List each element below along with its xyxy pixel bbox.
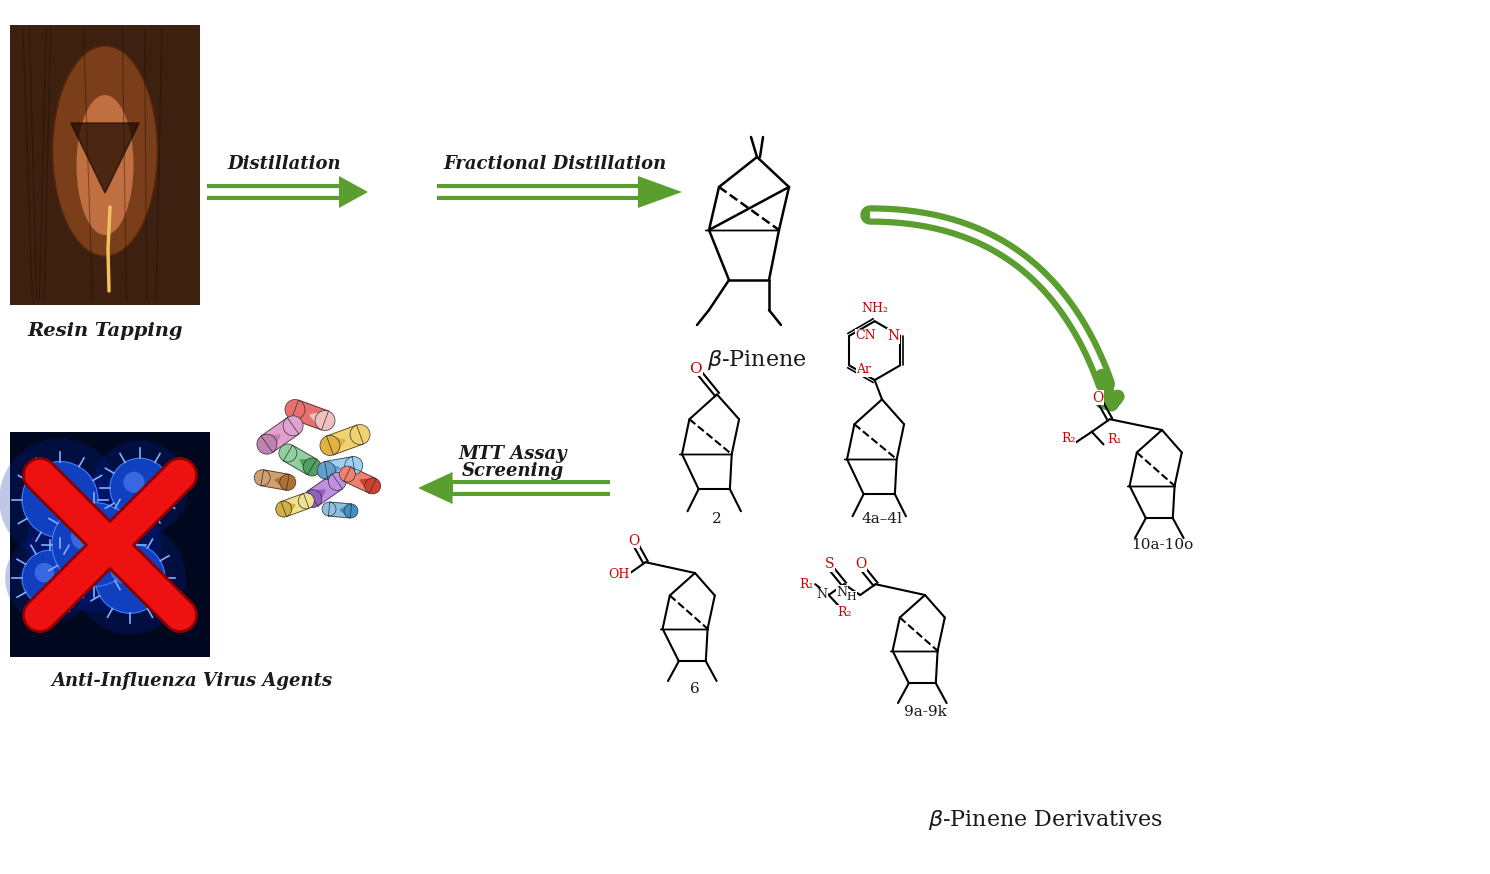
Polygon shape bbox=[276, 475, 289, 490]
Circle shape bbox=[110, 559, 136, 584]
Circle shape bbox=[92, 440, 188, 537]
Polygon shape bbox=[326, 436, 346, 454]
Text: R₁: R₁ bbox=[799, 578, 814, 591]
Circle shape bbox=[95, 544, 165, 614]
Circle shape bbox=[39, 479, 66, 505]
Ellipse shape bbox=[344, 504, 358, 518]
Ellipse shape bbox=[317, 461, 335, 480]
Polygon shape bbox=[307, 490, 325, 506]
Circle shape bbox=[22, 551, 77, 607]
Text: R₁: R₁ bbox=[1107, 434, 1122, 447]
Text: OH: OH bbox=[609, 568, 630, 581]
FancyArrow shape bbox=[419, 472, 609, 504]
Ellipse shape bbox=[283, 416, 302, 436]
Text: NH₂: NH₂ bbox=[861, 302, 888, 315]
Circle shape bbox=[110, 458, 170, 518]
Ellipse shape bbox=[276, 501, 292, 517]
Text: O: O bbox=[1092, 391, 1104, 405]
Ellipse shape bbox=[322, 502, 337, 516]
Circle shape bbox=[4, 533, 95, 623]
Polygon shape bbox=[310, 411, 328, 430]
Text: Screening: Screening bbox=[462, 462, 565, 480]
Ellipse shape bbox=[328, 472, 346, 490]
Polygon shape bbox=[326, 425, 364, 454]
Ellipse shape bbox=[320, 435, 340, 455]
Ellipse shape bbox=[350, 425, 370, 445]
Circle shape bbox=[0, 439, 121, 560]
Text: S: S bbox=[825, 558, 834, 572]
Polygon shape bbox=[282, 502, 295, 517]
FancyBboxPatch shape bbox=[10, 432, 210, 657]
Text: N: N bbox=[888, 329, 900, 343]
Text: Fractional Distillation: Fractional Distillation bbox=[444, 155, 666, 173]
Ellipse shape bbox=[280, 475, 297, 490]
Polygon shape bbox=[340, 504, 352, 518]
Circle shape bbox=[72, 522, 100, 551]
Ellipse shape bbox=[279, 444, 297, 462]
Ellipse shape bbox=[256, 434, 277, 454]
Polygon shape bbox=[325, 457, 355, 479]
Circle shape bbox=[74, 523, 186, 635]
Ellipse shape bbox=[340, 466, 355, 482]
Text: Ar: Ar bbox=[857, 364, 872, 377]
Ellipse shape bbox=[314, 411, 335, 431]
Polygon shape bbox=[292, 400, 328, 430]
Polygon shape bbox=[282, 494, 308, 517]
Circle shape bbox=[34, 563, 54, 582]
Text: N: N bbox=[837, 586, 848, 599]
Text: 6: 6 bbox=[690, 682, 700, 696]
Text: $\mathit{\beta}$-Pinene: $\mathit{\beta}$-Pinene bbox=[708, 348, 806, 372]
Ellipse shape bbox=[344, 456, 362, 475]
Text: MTT Assay: MTT Assay bbox=[459, 445, 568, 463]
Ellipse shape bbox=[302, 458, 322, 476]
Text: $\mathit{\beta}$-Pinene Derivatives: $\mathit{\beta}$-Pinene Derivatives bbox=[928, 808, 1162, 832]
Ellipse shape bbox=[52, 46, 158, 256]
Text: 9a-9k: 9a-9k bbox=[903, 705, 946, 719]
Ellipse shape bbox=[298, 493, 314, 509]
Text: N: N bbox=[817, 588, 827, 601]
Circle shape bbox=[52, 503, 136, 586]
Text: 4a–4l: 4a–4l bbox=[861, 512, 903, 526]
Text: O: O bbox=[855, 558, 867, 572]
Polygon shape bbox=[72, 123, 139, 193]
Text: Resin Tapping: Resin Tapping bbox=[27, 322, 183, 340]
Polygon shape bbox=[261, 470, 289, 490]
Circle shape bbox=[22, 461, 98, 538]
Circle shape bbox=[124, 472, 145, 493]
Text: CN: CN bbox=[855, 329, 876, 343]
Polygon shape bbox=[307, 474, 343, 506]
Circle shape bbox=[27, 477, 161, 612]
Ellipse shape bbox=[365, 478, 380, 494]
Polygon shape bbox=[361, 479, 375, 493]
Polygon shape bbox=[344, 467, 375, 493]
Polygon shape bbox=[261, 435, 280, 453]
FancyArrow shape bbox=[207, 176, 368, 208]
Ellipse shape bbox=[76, 95, 134, 235]
Polygon shape bbox=[328, 502, 352, 518]
Text: R₂: R₂ bbox=[837, 606, 852, 619]
Text: Anti-Influenza Virus Agents: Anti-Influenza Virus Agents bbox=[52, 672, 332, 690]
Polygon shape bbox=[283, 445, 316, 475]
Polygon shape bbox=[261, 418, 299, 453]
Text: 10a-10o: 10a-10o bbox=[1131, 538, 1193, 552]
Text: R₂: R₂ bbox=[1061, 432, 1076, 445]
Polygon shape bbox=[325, 461, 340, 479]
Text: H: H bbox=[846, 592, 857, 602]
Ellipse shape bbox=[285, 399, 305, 420]
Polygon shape bbox=[299, 459, 316, 475]
FancyBboxPatch shape bbox=[10, 25, 200, 305]
Text: O: O bbox=[690, 362, 702, 376]
FancyArrow shape bbox=[437, 176, 682, 208]
Ellipse shape bbox=[255, 469, 270, 486]
Text: Distillation: Distillation bbox=[226, 155, 341, 173]
Text: 2: 2 bbox=[712, 512, 721, 526]
Ellipse shape bbox=[304, 489, 322, 508]
Text: O: O bbox=[629, 534, 639, 548]
